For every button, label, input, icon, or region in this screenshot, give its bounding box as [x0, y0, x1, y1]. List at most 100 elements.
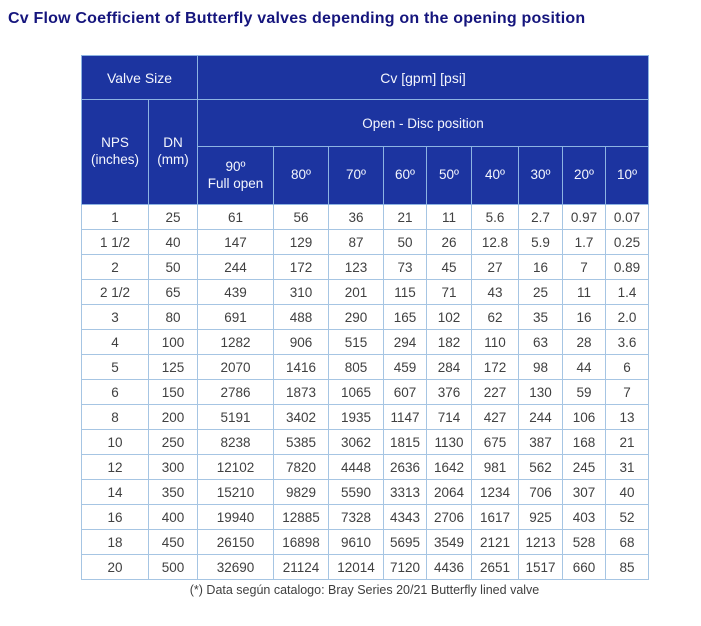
cv-value-cell: 4436 [426, 554, 473, 580]
header-row-valve-cv: Valve Size Cv [gpm] [psi] [80, 55, 650, 100]
cv-value-cell: 284 [426, 354, 473, 380]
footnote: (*) Data según catalogo: Bray Series 20/… [189, 583, 540, 597]
cv-value-cell: 1517 [518, 554, 564, 580]
cv-value-cell: 168 [562, 429, 607, 455]
nps-cell: 16 [81, 504, 149, 530]
cv-value-cell: 123 [328, 254, 385, 280]
cv-value-cell: 4448 [328, 454, 385, 480]
page-title: Cv Flow Coefficient of Butterfly valves … [8, 10, 586, 27]
cv-value-cell: 44 [562, 354, 607, 380]
nps-cell: 4 [81, 329, 149, 355]
dn-cell: 40 [147, 229, 199, 255]
cv-value-cell: 3062 [328, 429, 385, 455]
cv-value-cell: 1234 [471, 479, 520, 505]
cv-value-cell: 16898 [273, 529, 330, 555]
dn-cell: 50 [147, 254, 199, 280]
cv-value-cell: 21124 [273, 554, 330, 580]
table-row: 2 50 244 172 123 73 45 27 16 7 0.89 [81, 254, 650, 280]
cv-value-cell: 403 [562, 504, 607, 530]
cv-table-container: Valve Size Cv [gpm] [psi] NPS (inches) D… [80, 55, 650, 597]
cv-value-cell: 1935 [328, 404, 385, 430]
cv-value-cell: 1213 [518, 529, 564, 555]
cv-value-cell: 25 [518, 279, 564, 305]
cv-value-cell: 32690 [197, 554, 275, 580]
cv-value-cell: 31 [605, 454, 650, 480]
cv-value-cell: 714 [426, 404, 473, 430]
cv-value-cell: 1282 [197, 329, 275, 355]
dn-cell: 80 [147, 304, 199, 330]
cv-value-cell: 310 [273, 279, 330, 305]
cv-value-cell: 16 [518, 254, 564, 280]
open-disc-header: Open - Disc position [197, 99, 650, 147]
dn-cell: 25 [147, 204, 199, 230]
dn-cell: 150 [147, 379, 199, 405]
cv-value-cell: 227 [471, 379, 520, 405]
dn-header: DN (mm) [147, 99, 199, 205]
cv-table: Valve Size Cv [gpm] [psi] NPS (inches) D… [80, 55, 650, 580]
cv-value-cell: 0.07 [605, 204, 650, 230]
cv-value-cell: 7328 [328, 504, 385, 530]
cv-value-cell: 172 [471, 354, 520, 380]
cv-value-cell: 562 [518, 454, 564, 480]
dn-cell: 250 [147, 429, 199, 455]
dn-cell: 100 [147, 329, 199, 355]
cv-value-cell: 106 [562, 404, 607, 430]
cv-value-cell: 439 [197, 279, 275, 305]
cv-value-cell: 27 [471, 254, 520, 280]
cv-value-cell: 488 [273, 304, 330, 330]
cv-value-cell: 244 [197, 254, 275, 280]
cv-value-cell: 2121 [471, 529, 520, 555]
cv-value-cell: 427 [471, 404, 520, 430]
degree-header: 40º [471, 146, 520, 205]
degree-header: 20º [562, 146, 607, 205]
dn-cell: 200 [147, 404, 199, 430]
header-row-open-disc: NPS (inches) DN (mm) Open - Disc positio… [81, 99, 650, 205]
nps-header: NPS (inches) [81, 99, 149, 205]
degree-header: 10º [605, 146, 650, 205]
table-row: 10 250 8238 5385 3062 1815 1130 675 387 168 21 [81, 429, 650, 455]
dn-cell: 350 [147, 479, 199, 505]
cv-value-cell: 925 [518, 504, 564, 530]
cv-value-cell: 21 [383, 204, 428, 230]
cv-value-cell: 0.89 [605, 254, 650, 280]
cv-value-cell: 7820 [273, 454, 330, 480]
nps-cell: 8 [81, 404, 149, 430]
cv-value-cell: 1873 [273, 379, 330, 405]
cv-value-cell: 5590 [328, 479, 385, 505]
cv-value-cell: 9610 [328, 529, 385, 555]
cv-value-cell: 26 [426, 229, 473, 255]
nps-cell: 1 [81, 204, 149, 230]
nps-cell: 6 [81, 379, 149, 405]
cv-value-cell: 68 [605, 529, 650, 555]
cv-value-cell: 71 [426, 279, 473, 305]
cv-value-cell: 16 [562, 304, 607, 330]
table-row: 12 300 12102 7820 4448 2636 1642 981 562 245 31 [81, 454, 650, 480]
cv-value-cell: 5191 [197, 404, 275, 430]
cv-value-cell: 21 [605, 429, 650, 455]
nps-cell: 2 1/2 [81, 279, 149, 305]
cv-value-cell: 1130 [426, 429, 473, 455]
cv-value-cell: 376 [426, 379, 473, 405]
cv-value-cell: 675 [471, 429, 520, 455]
cv-value-cell: 50 [383, 229, 428, 255]
cv-value-cell: 2786 [197, 379, 275, 405]
cv-value-cell: 61 [197, 204, 275, 230]
cv-value-cell: 5695 [383, 529, 428, 555]
degree-header: 60º [383, 146, 428, 205]
cv-value-cell: 28 [562, 329, 607, 355]
dn-cell: 300 [147, 454, 199, 480]
cv-value-cell: 2070 [197, 354, 275, 380]
cv-value-cell: 3.6 [605, 329, 650, 355]
table-row: 1 25 61 56 36 21 11 5.6 2.7 0.97 0.07 [81, 204, 650, 230]
table-row: 5 125 2070 1416 805 459 284 172 98 44 6 [81, 354, 650, 380]
dn-cell: 65 [147, 279, 199, 305]
cv-value-cell: 40 [605, 479, 650, 505]
cv-value-cell: 56 [273, 204, 330, 230]
dn-cell: 450 [147, 529, 199, 555]
table-row: 4 100 1282 906 515 294 182 110 63 28 3.6 [81, 329, 650, 355]
cv-value-cell: 130 [518, 379, 564, 405]
cv-value-cell: 0.25 [605, 229, 650, 255]
cv-value-cell: 52 [605, 504, 650, 530]
cv-value-cell: 43 [471, 279, 520, 305]
cv-value-cell: 0.97 [562, 204, 607, 230]
